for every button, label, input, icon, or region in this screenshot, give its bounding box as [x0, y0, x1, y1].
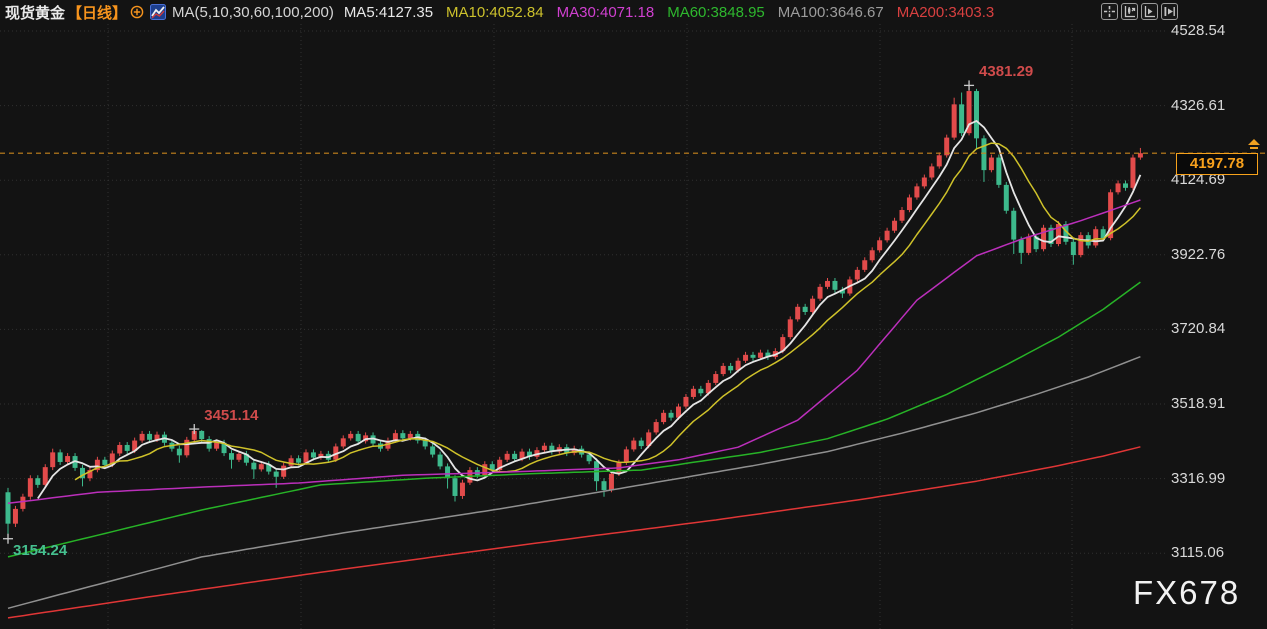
high-price-annotation: 3451.14 [204, 407, 259, 425]
price-axis-tick: 3922.76 [1171, 245, 1226, 263]
crosshair-move-icon[interactable] [1101, 3, 1118, 20]
price-axis-tick: 4124.69 [1171, 171, 1226, 189]
kline-logo-icon[interactable] [150, 4, 167, 20]
ma-value-label: MA30:4071.18 [556, 3, 655, 21]
price-axis-tick: 4528.54 [1171, 22, 1226, 39]
chart-toolbar [1101, 3, 1178, 20]
price-axis-tick: 3115.06 [1171, 544, 1225, 562]
ma-value-label: MA5:4127.35 [343, 3, 434, 21]
axis-scale-right-icon[interactable] [1141, 3, 1158, 20]
price-axis-tick: 3720.84 [1171, 320, 1226, 338]
ma-legend: MA5:4127.35 MA10:4052.84 MA30:4071.18 MA60:… [344, 4, 1007, 21]
chart-header: 现货黄金 【日线】 MA(5,10,30,60,100,200) MA5:412… [0, 0, 1267, 24]
current-price-badge: 4197.78 [1176, 153, 1258, 175]
high-price-annotation: 4381.29 [979, 63, 1034, 81]
collapse-right-icon[interactable] [1161, 3, 1178, 20]
ma-group-label: MA(5,10,30,60,100,200) [172, 3, 334, 21]
add-indicator-icon[interactable] [130, 5, 144, 19]
price-axis-tick: 4326.61 [1171, 96, 1226, 114]
ma-value-label: MA100:3646.67 [777, 3, 884, 21]
price-up-arrow-icon [1248, 139, 1260, 145]
price-up-arrow-bar [1250, 147, 1258, 149]
ma-value-label: MA60:3848.95 [667, 3, 765, 21]
watermark: FX678 [1133, 574, 1241, 611]
price-axis-tick: 3316.99 [1171, 469, 1226, 487]
ma-value-label: MA200:3403.3 [896, 3, 995, 21]
low-price-annotation: 3154.24 [13, 541, 68, 559]
ma-value-label: MA10:4052.84 [446, 3, 544, 21]
axis-scale-left-icon[interactable] [1121, 3, 1138, 20]
price-axis-tick: 3518.91 [1171, 395, 1226, 412]
timeframe-label: 【日线】 [67, 4, 128, 22]
symbol-title: 现货黄金 [5, 4, 66, 22]
